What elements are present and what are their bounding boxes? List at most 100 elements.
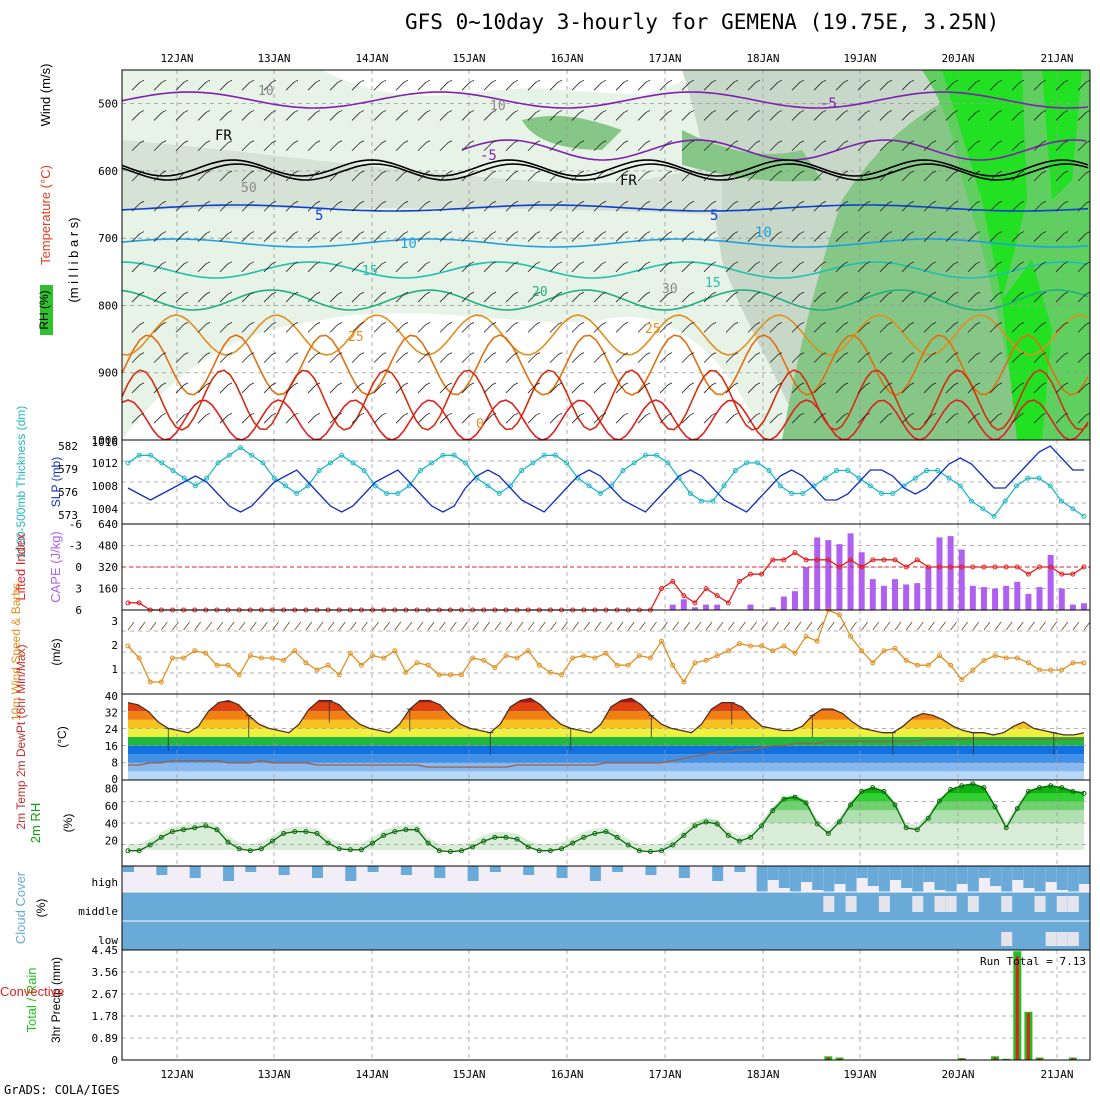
thick-point [440,452,446,458]
w10-point [1059,667,1065,673]
thick-point [294,490,300,496]
thick-point [406,483,412,489]
w10-point [503,653,509,659]
cape-point [825,557,831,563]
wind-barb [571,79,585,91]
rh2m-units-label: (%) [61,814,75,833]
wind-barb [439,200,453,212]
cape-bar [936,537,943,610]
wind-barb [329,412,343,424]
cape-point [670,578,676,584]
wind-barb [967,231,981,242]
cape-point [748,571,754,577]
wind10-barb [149,621,157,631]
date-top-16JAN: 16JAN [550,52,583,65]
rh2m-point [203,823,209,829]
cloud-high [612,866,624,872]
cloud-mid-gap [967,896,979,912]
temp-bands [128,698,1084,780]
wind-barb [725,352,739,363]
pressure-tick: 1000 [92,434,119,447]
thick-point [1070,506,1076,512]
wind-barb [461,322,475,333]
wind10-barb [972,621,980,631]
wind-barb [527,140,541,152]
wind-barb [681,352,695,363]
cloud-low-gap [1001,932,1013,946]
rh2m-point [836,819,842,825]
cape-point [970,564,976,570]
wind-barb [1077,170,1091,182]
cape-bar [1069,604,1076,610]
wind-barb [549,412,563,424]
wind-barb [835,79,849,91]
wind-barb [1011,140,1025,152]
cloud-high [1001,866,1013,894]
thick-point [147,452,153,458]
wind-barb [659,231,673,242]
wind-barb [989,261,1003,273]
wind-barb [879,352,893,363]
wind-barb [615,261,629,273]
thick-point [271,475,277,481]
w10-point [759,643,765,649]
contour-label: FR [620,173,637,189]
rh2m-point [970,781,976,787]
cape-bar [892,579,899,610]
rh2m-point [1003,825,1009,831]
wind10-barb [650,621,657,631]
wind10-barb [1005,621,1013,631]
cloud-mid-gap [1034,896,1046,912]
date-bottom-13JAN: 13JAN [257,1068,290,1081]
thick-point [620,468,626,474]
wind10-barb [516,621,524,631]
cloud-high [734,866,746,872]
wind-barb [483,322,497,333]
cape-bar [880,585,887,610]
wind-barb [307,382,321,394]
rh2m-point [1025,788,1031,794]
wind10-barb [583,621,591,631]
wind10-barb [805,621,813,631]
wind10-barb [872,621,880,631]
wind10-barb [450,621,457,631]
wind-barb [241,412,255,424]
wind10-barb [850,621,857,631]
temp-band [128,698,1084,703]
w10-point [325,662,331,668]
wind-barb [263,110,277,121]
wind-barb [175,261,189,273]
w10-point [336,672,342,678]
wind-barb [747,261,761,273]
wind-barb [373,200,387,212]
wind-barb [571,261,585,273]
wind-barb [219,231,233,242]
thick-point [721,483,727,489]
cloud-high [923,866,935,882]
w10-point [536,662,542,668]
wind-barb [527,322,541,333]
rh-shade-6 [1042,70,1082,200]
cape-bar [1047,554,1054,610]
thick-point [665,460,671,466]
wind-barb [417,291,431,303]
wind-barb [725,200,739,212]
rh2m-point [370,840,376,846]
wind10-barb [261,621,268,631]
cloud-high [223,866,235,881]
wind-barb [1033,79,1047,91]
thick-point [485,483,491,489]
wind-barb [923,352,937,363]
wind-barb [813,291,827,303]
w10-point [836,612,842,618]
wind-barb [1011,110,1025,121]
wind10-barb [1083,621,1091,631]
wind10-barb [1050,621,1057,631]
wind-barb [615,291,629,303]
wind-barb [219,261,233,273]
precip-conv-bar [993,1057,997,1060]
rh2m-point [1070,788,1076,794]
rh-band [128,823,1084,850]
wind-barb [989,140,1003,152]
slp-tick: 1012 [92,457,119,470]
